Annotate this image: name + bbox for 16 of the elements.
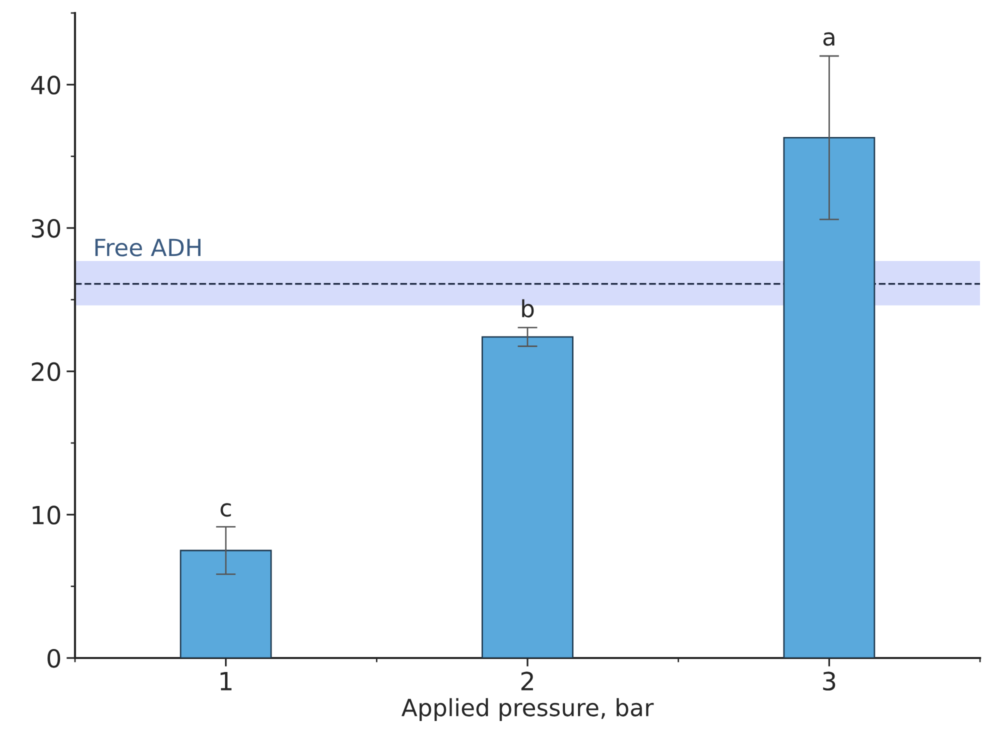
annotation: b <box>522 299 534 318</box>
annotation: c <box>220 503 231 517</box>
y-tick-label: 40 <box>31 76 60 95</box>
y-tick-label: 10 <box>32 506 60 525</box>
y-tick-label: 30 <box>32 218 60 238</box>
bar <box>783 137 876 658</box>
bar <box>180 550 272 658</box>
bar <box>482 336 574 658</box>
x-axis-title: Applied pressure, bar <box>402 698 654 722</box>
y-tick-label: 20 <box>32 362 60 382</box>
ref-line-label: Free ADH <box>95 238 200 256</box>
x-tick-label: 3 <box>823 672 836 691</box>
x-tick-label: 2 <box>521 672 533 690</box>
x-tick-label: 1 <box>220 672 232 690</box>
y-tick-label: 0 <box>48 648 60 668</box>
annotation: a <box>823 32 834 46</box>
